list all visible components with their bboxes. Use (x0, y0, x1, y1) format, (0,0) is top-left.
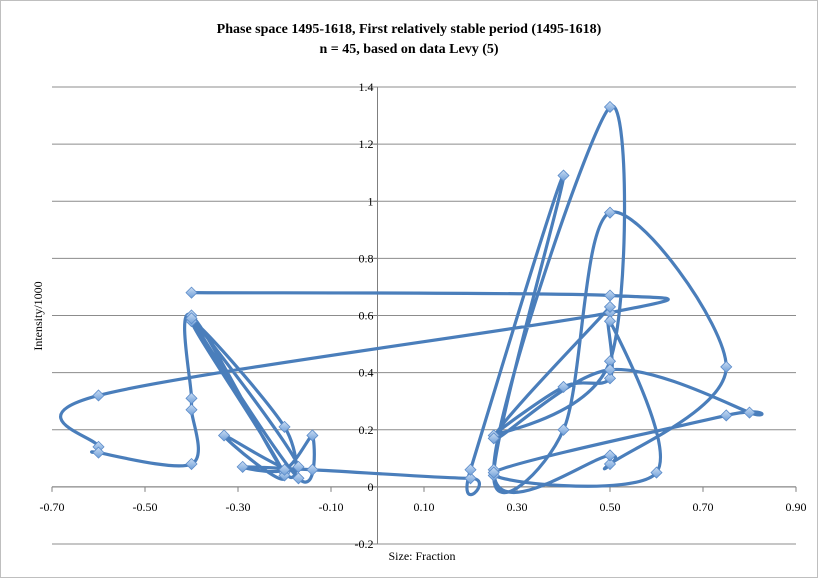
data-point (278, 420, 291, 433)
data-point (557, 380, 570, 393)
data-point (720, 360, 733, 373)
data-point (217, 429, 231, 442)
data-point (487, 432, 500, 445)
x-tick-label: -0.50 (133, 500, 158, 514)
y-tick-label: 1.4 (359, 80, 374, 94)
y-tick-label: 0.2 (359, 423, 374, 437)
y-tick-label: 1.2 (359, 137, 374, 151)
data-point (185, 286, 198, 299)
x-tick-label: 0.10 (414, 500, 435, 514)
data-point (603, 206, 617, 219)
data-point (603, 289, 617, 302)
data-point (92, 446, 105, 459)
data-point (185, 312, 198, 325)
x-tick-label: -0.10 (319, 500, 344, 514)
data-point (603, 449, 617, 462)
chart-title: Phase space 1495-1618, First relatively … (216, 22, 602, 37)
data-point (603, 300, 617, 313)
x-tick-label: 0.30 (507, 500, 528, 514)
x-tick-label: 0.50 (600, 500, 621, 514)
data-point (603, 372, 617, 385)
data-point (603, 100, 617, 114)
data-point (185, 392, 198, 405)
y-tick-label: 0.4 (359, 366, 374, 380)
y-axis-label: Intensity/1000 (31, 281, 45, 350)
data-point (557, 423, 570, 436)
data-point (650, 466, 663, 479)
data-point (743, 406, 756, 419)
data-point (720, 409, 733, 422)
data-point (557, 169, 570, 182)
data-point (292, 472, 305, 485)
data-point (487, 466, 500, 479)
data-point (236, 460, 249, 473)
series-path (59, 104, 764, 497)
x-tick-label: 0.90 (786, 500, 807, 514)
x-tick-label: -0.30 (226, 500, 251, 514)
chart-subtitle: n = 45, based on data Levy (5) (319, 42, 499, 57)
series-markers (92, 100, 756, 485)
y-tick-label: -0.2 (355, 537, 374, 551)
gridlines (52, 86, 796, 545)
data-point (464, 472, 477, 485)
x-tick-label: -0.70 (40, 500, 65, 514)
data-point (603, 315, 617, 328)
tick-labels: -0.2 0 0.2 0.4 0.6 0.8 1 1.2 1.4 -0.70 -0.50 -0.30 -… (40, 80, 807, 551)
data-point (185, 403, 198, 416)
y-tick-label: 0 (368, 480, 374, 494)
series-line (59, 104, 764, 497)
data-point (306, 429, 319, 442)
data-point (603, 457, 617, 471)
x-tick-label: 0.70 (693, 500, 714, 514)
data-point (185, 457, 198, 471)
data-point (306, 463, 319, 476)
data-point (92, 389, 105, 402)
data-point (603, 363, 617, 376)
data-point (464, 463, 477, 476)
y-tick-label: 0.8 (359, 251, 374, 265)
y-tick-label: 1 (368, 194, 374, 208)
y-tick-label: 0.6 (359, 309, 374, 323)
x-axis-label: Size: Fraction (389, 549, 456, 563)
data-point (278, 463, 291, 476)
